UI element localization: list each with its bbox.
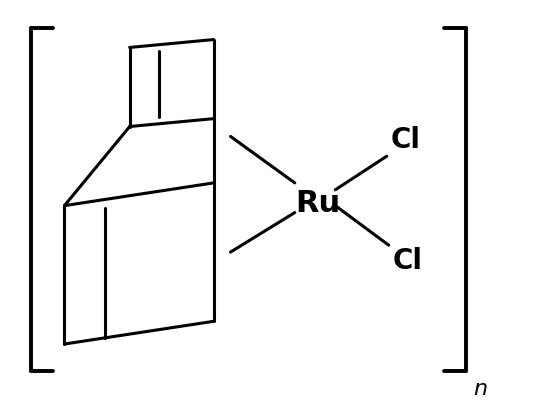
Text: n: n bbox=[474, 379, 488, 399]
Text: Cl: Cl bbox=[390, 126, 421, 154]
Text: Ru: Ru bbox=[295, 189, 340, 218]
Text: Cl: Cl bbox=[393, 247, 422, 275]
